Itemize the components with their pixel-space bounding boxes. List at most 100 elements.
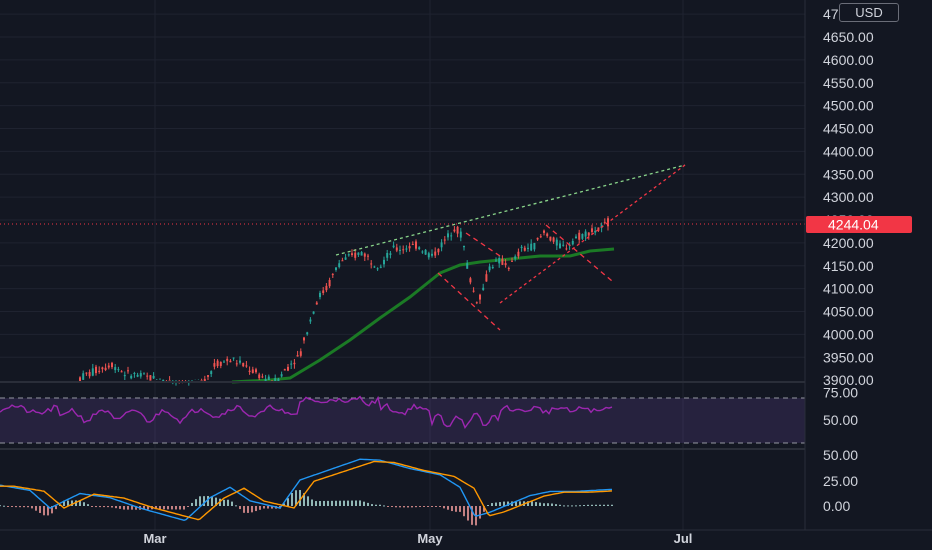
candle — [313, 311, 315, 314]
candle — [604, 218, 606, 223]
candle — [556, 237, 558, 250]
histogram-bar — [503, 502, 505, 506]
candle — [162, 379, 164, 381]
histogram-bar — [583, 505, 585, 506]
channel-line — [466, 233, 500, 256]
candle — [85, 372, 87, 376]
histogram-bar — [439, 506, 441, 507]
moving-average-path — [232, 249, 614, 382]
candle — [453, 226, 455, 233]
price-axis-tick: 4650.00 — [823, 29, 874, 45]
candle — [466, 260, 468, 269]
candle — [105, 364, 107, 372]
histogram-bar — [415, 506, 417, 507]
candle — [127, 367, 129, 374]
histogram-bar — [603, 505, 605, 506]
histogram-bar — [587, 505, 589, 506]
candle — [585, 229, 587, 241]
candle — [399, 246, 401, 255]
candle — [482, 284, 484, 291]
currency-selector[interactable]: USD — [839, 3, 899, 22]
candle — [479, 294, 481, 304]
histogram-bar — [115, 506, 117, 508]
rsi-band — [0, 398, 805, 443]
candle — [569, 242, 571, 250]
candle — [204, 376, 206, 381]
candle — [341, 258, 343, 262]
candle — [242, 363, 244, 368]
histogram-bar — [331, 501, 333, 506]
candle — [117, 367, 119, 372]
histogram-bar — [35, 506, 37, 511]
candle — [357, 252, 359, 257]
histogram-bar — [531, 501, 533, 506]
histogram-bar — [351, 501, 353, 506]
histogram-bar — [95, 506, 97, 507]
histogram-bar — [447, 506, 449, 510]
candle — [325, 283, 327, 292]
histogram-bar — [183, 506, 185, 510]
macd-axis-tick: 50.00 — [823, 447, 858, 463]
macd-axis[interactable]: 50.00 25.00 0.00 — [823, 447, 858, 514]
histogram-bar — [575, 505, 577, 506]
candle — [489, 264, 491, 273]
macd-pane[interactable] — [0, 459, 613, 525]
candle — [485, 270, 487, 281]
histogram-bar — [291, 493, 293, 506]
candle — [524, 246, 526, 252]
histogram-bar — [307, 496, 309, 506]
candle — [265, 375, 267, 381]
candle — [169, 376, 171, 381]
candle — [220, 361, 222, 368]
candle — [233, 357, 235, 361]
candle — [543, 230, 545, 236]
candle — [434, 247, 436, 258]
candle — [284, 369, 286, 371]
macd-axis-tick: 25.00 — [823, 473, 858, 489]
price-pane[interactable] — [0, 165, 805, 386]
time-axis[interactable]: Mar May Jul — [143, 531, 692, 546]
candle — [114, 364, 116, 373]
rsi-axis[interactable]: 75.00 50.00 — [823, 385, 858, 429]
macd-line — [0, 459, 612, 520]
histogram-bar — [263, 506, 265, 509]
candle — [124, 372, 126, 380]
candle — [137, 373, 139, 377]
candle — [540, 234, 542, 238]
candle — [111, 362, 113, 369]
candle — [469, 277, 471, 285]
candle — [153, 372, 155, 379]
candle — [409, 242, 411, 251]
rsi-pane[interactable] — [0, 397, 805, 443]
histogram-bar — [395, 506, 397, 507]
candle — [594, 227, 596, 235]
candle — [514, 254, 516, 261]
price-axis-tick: 4500.00 — [823, 98, 874, 114]
candle — [274, 375, 276, 381]
histogram-bar — [463, 506, 465, 516]
histogram-bar — [199, 496, 201, 506]
time-axis-tick: Mar — [143, 531, 166, 546]
channel-line — [438, 273, 500, 330]
candle — [447, 230, 449, 240]
histogram-bar — [227, 500, 229, 506]
histogram-bar — [247, 506, 249, 513]
candle — [463, 246, 465, 251]
current-price-value: 4244.04 — [828, 217, 879, 233]
histogram-bar — [367, 503, 369, 506]
price-axis[interactable]: 4700.004650.004600.004550.004500.004450.… — [823, 6, 874, 388]
histogram-bar — [107, 506, 109, 507]
histogram-bar — [363, 502, 365, 506]
histogram-bar — [43, 506, 45, 515]
histogram-bar — [379, 505, 381, 506]
candle — [572, 239, 574, 246]
candle — [82, 371, 84, 380]
histogram-bar — [407, 506, 409, 507]
rsi-axis-tick: 75.00 — [823, 385, 858, 401]
histogram-bar — [431, 506, 433, 507]
histogram-bar — [491, 503, 493, 506]
histogram-bar — [339, 501, 341, 506]
histogram-bar — [255, 506, 257, 511]
candle — [437, 248, 439, 255]
